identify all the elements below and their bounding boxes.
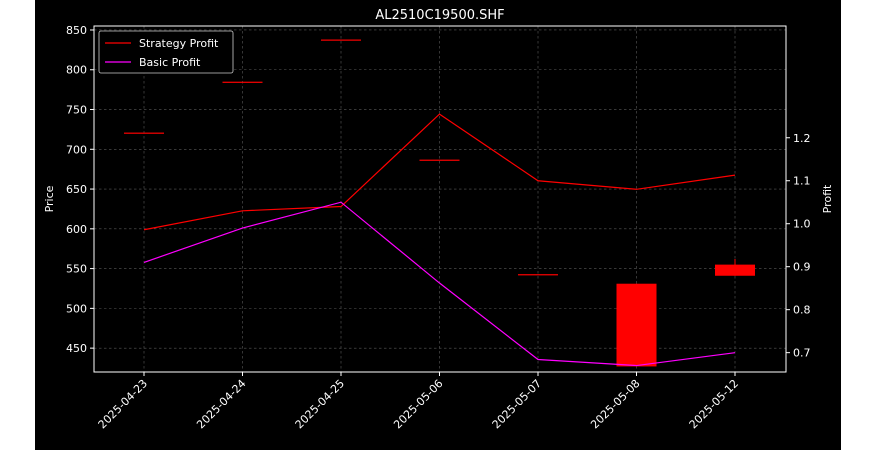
chart-figure: 450 500 550 600 650 700 750 800 850 0.7 0.8 0.9 1.0 1…: [35, 0, 841, 450]
chart-title: AL2510C19500.SHF: [375, 8, 504, 23]
y-left-tick-label: 450: [66, 342, 87, 355]
y-left-tick-label: 850: [66, 24, 87, 37]
profit-lines: [143, 113, 736, 367]
y-left-tick-label: 750: [66, 104, 87, 117]
candle-body: [124, 132, 164, 134]
strategy-profit-line: [143, 113, 736, 231]
candle-body: [715, 264, 755, 276]
y-right-tick-label: 0.8: [793, 304, 811, 317]
y-right-tick-label: 1.1: [793, 175, 811, 188]
legend-label-basic: Basic Profit: [139, 56, 201, 69]
x-tick-label: 2025-05-07: [490, 377, 544, 431]
y-left-tick-label: 700: [66, 143, 87, 156]
plot-frame: [93, 25, 787, 373]
legend: Strategy Profit Basic Profit: [98, 30, 234, 74]
candle-body: [616, 283, 657, 367]
legend-label-strategy: Strategy Profit: [139, 37, 219, 50]
x-tick-label: 2025-04-25: [293, 377, 347, 431]
x-tick-label: 2025-05-08: [588, 377, 642, 431]
candle-body: [518, 274, 558, 276]
chart-svg: 450 500 550 600 650 700 750 800 850 0.7 0.8 0.9 1.0 1…: [43, 8, 834, 431]
x-tick-label: 2025-05-06: [391, 377, 445, 431]
basic-profit-line: [143, 201, 736, 367]
y-left-tick-label: 500: [66, 302, 87, 315]
y-right-tick-label: 1.0: [793, 218, 811, 231]
y-left-tick-label: 800: [66, 64, 87, 77]
candle-body: [321, 39, 361, 41]
y-right-tick-label: 0.9: [793, 261, 811, 274]
candle-body: [222, 81, 263, 83]
y-left-tick-label: 600: [66, 223, 87, 236]
y-left-tick-label: 650: [66, 183, 87, 196]
y-right-tick-label: 0.7: [793, 347, 811, 360]
y-axis-right-label: Profit: [821, 184, 834, 213]
y-axis-left-label: Price: [43, 185, 56, 212]
x-tick-label: 2025-04-23: [96, 377, 150, 431]
candles: [124, 39, 755, 367]
legend-box: [98, 30, 234, 74]
axis-ticks: 450 500 550 600 650 700 750 800 850 0.7 0.8 0.9 1.0 1…: [66, 24, 811, 431]
x-tick-label: 2025-05-12: [687, 377, 741, 431]
grid: [94, 26, 786, 372]
y-left-tick-label: 550: [66, 263, 87, 276]
y-right-tick-label: 1.2: [793, 132, 811, 145]
x-tick-label: 2025-04-24: [194, 377, 248, 431]
candle-body: [419, 159, 460, 161]
